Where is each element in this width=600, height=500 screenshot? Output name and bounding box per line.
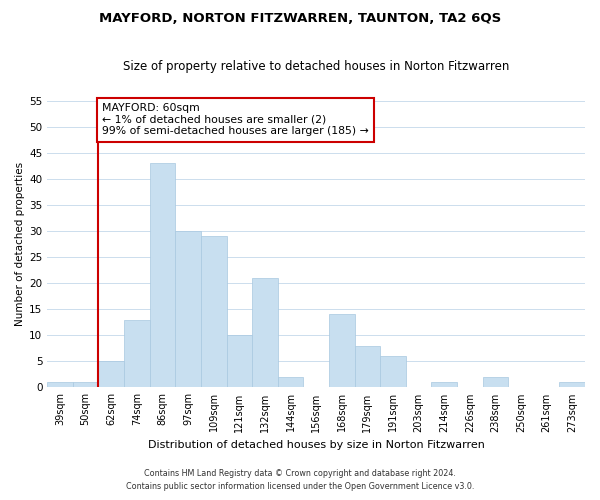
Bar	[175, 231, 201, 388]
Bar	[252, 278, 278, 388]
Y-axis label: Number of detached properties: Number of detached properties	[15, 162, 25, 326]
X-axis label: Distribution of detached houses by size in Norton Fitzwarren: Distribution of detached houses by size …	[148, 440, 485, 450]
Bar	[482, 377, 508, 388]
Bar	[201, 236, 227, 388]
Bar	[380, 356, 406, 388]
Bar	[559, 382, 585, 388]
Text: MAYFORD: 60sqm
← 1% of detached houses are smaller (2)
99% of semi-detached hous: MAYFORD: 60sqm ← 1% of detached houses a…	[103, 103, 369, 136]
Bar	[73, 382, 98, 388]
Bar	[47, 382, 73, 388]
Text: Contains HM Land Registry data © Crown copyright and database right 2024.
Contai: Contains HM Land Registry data © Crown c…	[126, 470, 474, 491]
Bar	[98, 362, 124, 388]
Bar	[329, 314, 355, 388]
Bar	[355, 346, 380, 388]
Bar	[124, 320, 150, 388]
Text: MAYFORD, NORTON FITZWARREN, TAUNTON, TA2 6QS: MAYFORD, NORTON FITZWARREN, TAUNTON, TA2…	[99, 12, 501, 26]
Bar	[227, 336, 252, 388]
Bar	[278, 377, 304, 388]
Title: Size of property relative to detached houses in Norton Fitzwarren: Size of property relative to detached ho…	[123, 60, 509, 73]
Bar	[150, 163, 175, 388]
Bar	[431, 382, 457, 388]
